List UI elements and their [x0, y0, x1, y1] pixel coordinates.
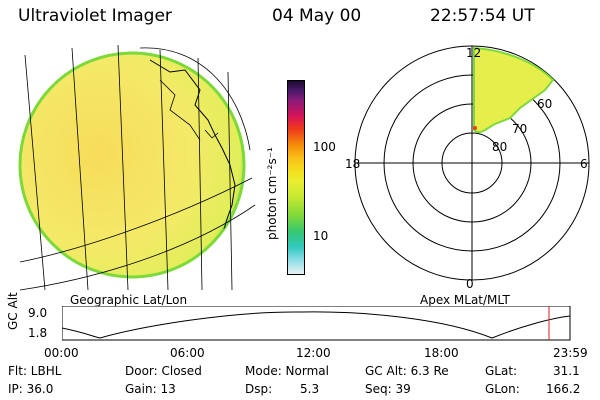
info-seq: Seq: 39	[365, 382, 411, 396]
geographic-image	[18, 44, 256, 291]
gc-xtick-2359: 23:59	[553, 346, 588, 360]
gc-xtick-1800: 18:00	[424, 346, 459, 360]
info-glon-label: GLon:	[485, 382, 520, 396]
info-glat-value: 31.1	[553, 364, 580, 378]
color-scale-bar	[287, 80, 305, 275]
hotspot	[473, 126, 477, 130]
earth-disk	[18, 51, 246, 279]
polar-lat-60: 60	[537, 97, 553, 111]
colorbar-tick-10: 10	[313, 229, 329, 243]
polar-label-6: 6	[580, 157, 588, 171]
right-caption: Apex MLat/MLT	[420, 293, 510, 307]
polar-label-18: 18	[345, 157, 361, 171]
polar-lat-70: 70	[512, 122, 528, 136]
lat-lon-grid	[19, 44, 256, 291]
coastline	[149, 59, 236, 246]
info-ip: IP: 36.0	[8, 382, 54, 396]
gc-ytick-1-8: 1.8	[28, 326, 48, 340]
info-dsp-label: Dsp:	[245, 382, 273, 396]
auroral-region	[473, 46, 555, 134]
colorbar-tick-100: 100	[313, 140, 336, 154]
info-glon-value: 166.2	[546, 382, 581, 396]
polar-plot	[354, 45, 590, 281]
gc-xtick-1200: 12:00	[296, 346, 331, 360]
info-flt: Flt: LBHL	[8, 364, 62, 378]
info-mode: Mode: Normal	[245, 364, 329, 378]
instrument-title: Ultraviolet Imager	[18, 6, 172, 26]
info-gain: Gain: 13	[125, 382, 176, 396]
date-label: 04 May 00	[272, 6, 362, 26]
info-gcalt: GC Alt: 6.3 Re	[365, 364, 449, 378]
info-dsp-value: 5.3	[300, 382, 320, 396]
gc-xtick-0000: 00:00	[44, 346, 79, 360]
polar-label-12: 12	[466, 46, 482, 60]
gc-altitude-plot	[62, 306, 571, 341]
info-glat-label: GLat:	[485, 364, 518, 378]
info-door: Door: Closed	[125, 364, 202, 378]
gc-ytick-9: 9.0	[28, 306, 48, 320]
time-label: 22:57:54 UT	[430, 6, 535, 26]
left-caption: Geographic Lat/Lon	[70, 293, 188, 307]
gc-axis-label: GC Alt	[6, 292, 20, 330]
gc-xtick-0600: 06:00	[170, 346, 205, 360]
polar-lat-80: 80	[492, 140, 508, 154]
polar-label-0: 0	[466, 277, 474, 291]
colorbar-unit-label: photon cm⁻²s⁻¹	[265, 147, 279, 240]
